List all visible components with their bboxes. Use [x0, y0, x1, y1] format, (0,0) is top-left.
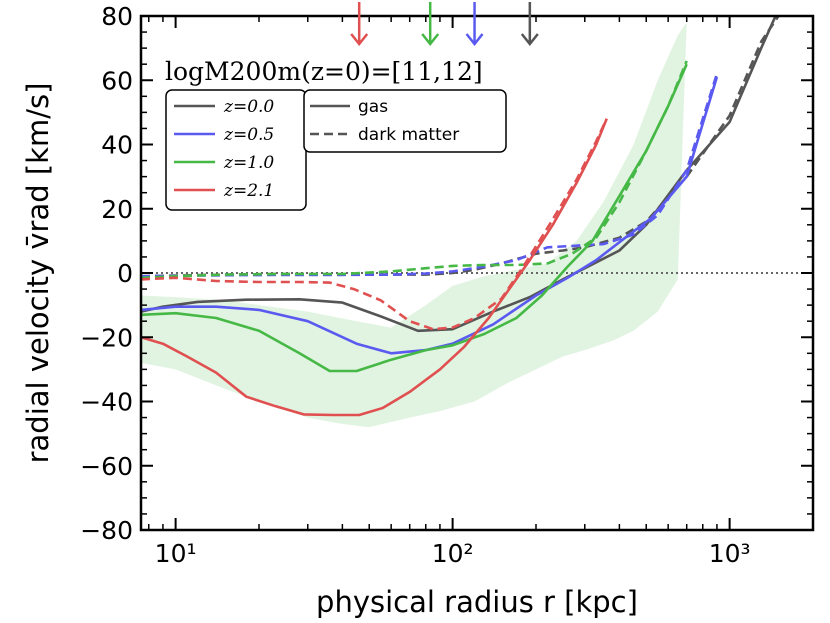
- legend-style-box: [303, 89, 507, 153]
- arrow-marker-head: [465, 33, 484, 47]
- y-tick-label: 80: [101, 2, 133, 31]
- y-tick-label: 60: [101, 66, 133, 95]
- x-axis-label: physical radius r [kpc]: [316, 585, 638, 619]
- series-line-4: [141, 63, 688, 373]
- x-tick-label: 10³: [709, 539, 751, 568]
- series-lines: [141, 16, 780, 417]
- legend-redshift-label: z=0.5: [223, 125, 274, 145]
- series-line-3: [141, 73, 719, 278]
- y-tick-label: 0: [117, 259, 133, 288]
- arrow-marker-head: [421, 33, 440, 47]
- series-line-6: [141, 118, 608, 417]
- legend-redshift-label: z=2.1: [223, 181, 274, 201]
- y-axis-label: radial velocity v̄rad [km/s]: [21, 83, 55, 464]
- legend-style-label: dark matter: [358, 125, 459, 145]
- x-tick-label: 10²: [432, 539, 474, 568]
- y-tick-label: −80: [80, 516, 133, 545]
- y-tick-label: −60: [80, 452, 133, 481]
- arrow-markers: [350, 2, 539, 47]
- y-tick-label: 40: [101, 131, 133, 160]
- legend-redshift-label: z=0.0: [223, 97, 274, 117]
- y-tick-label: −20: [80, 323, 133, 352]
- legend-style-label: gas: [358, 97, 388, 117]
- chart-title: logM200m(z=0)=[11,12]: [165, 57, 483, 86]
- legend: z=0.0 z=0.5 z=1.0 z=2.1 gas dark matter: [165, 89, 507, 211]
- band-area: [141, 22, 687, 428]
- scatter-band: [141, 22, 687, 428]
- axis-ticks: −80 −60 −40 −20 0 20 40 60 80 10¹ 10² 10³: [80, 2, 814, 568]
- y-tick-label: 20: [101, 195, 133, 224]
- y-tick-label: −40: [80, 388, 133, 417]
- arrow-marker-head: [350, 33, 369, 47]
- series-line-2: [141, 76, 719, 355]
- series-line-5: [141, 60, 688, 280]
- x-tick-label: 10¹: [155, 539, 197, 568]
- arrow-marker-head: [520, 33, 539, 47]
- legend-redshift-label: z=1.0: [223, 153, 274, 173]
